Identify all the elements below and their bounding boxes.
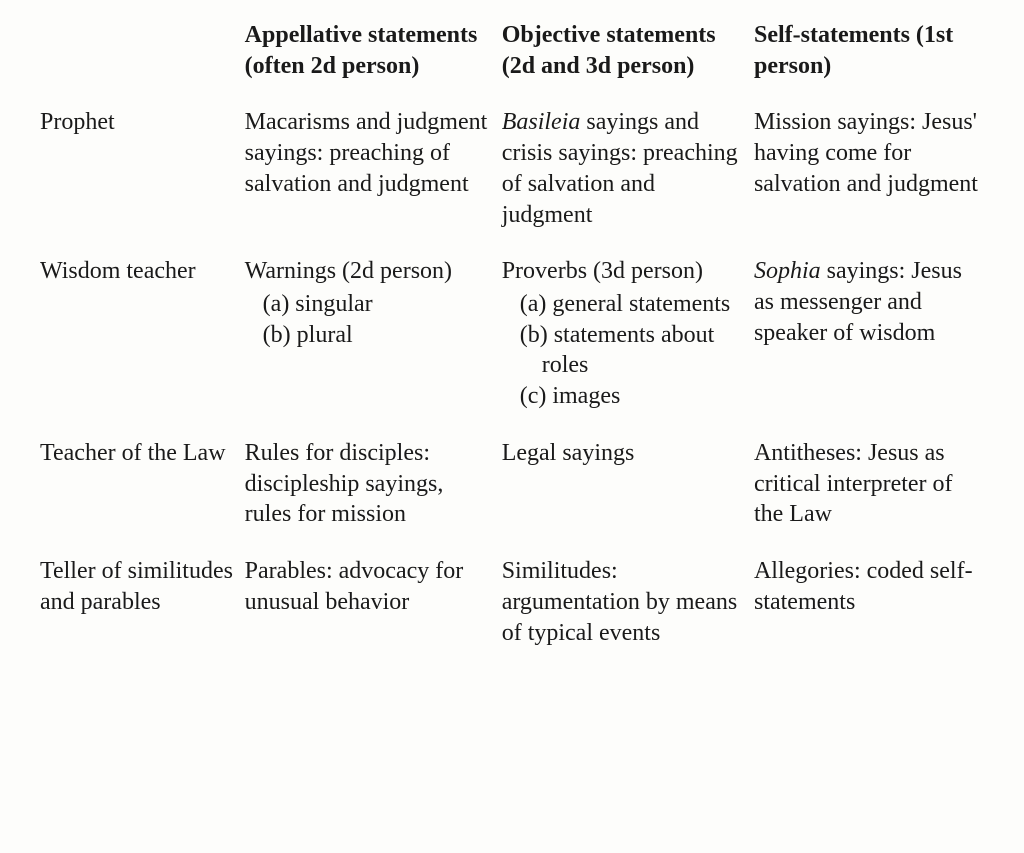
table-row: Wisdom teacher Warnings (2d person) (a) … (40, 256, 992, 438)
list-item: (b) statements about roles (520, 320, 742, 381)
cell-wisdom-self: Sophia sayings: Jesus as messenger and s… (754, 256, 992, 438)
row-label-prophet: Prophet (40, 107, 245, 256)
wisdom-appellative-head: Warnings (2d person) (245, 256, 490, 287)
cell-law-self: Antitheses: Jesus as critical inter­pret… (754, 438, 992, 556)
cell-wisdom-objective: Proverbs (3d person) (a) general stateme… (502, 256, 754, 438)
statements-table: Appellative statements (often 2d person)… (40, 20, 992, 674)
wisdom-appellative-list: (a) singular (b) plural (263, 289, 490, 350)
wisdom-objective-head: Proverbs (3d person) (502, 256, 742, 287)
list-item: (a) general statements (520, 289, 742, 320)
row-label-law: Teacher of the Law (40, 438, 245, 556)
list-item: (c) images (520, 381, 742, 412)
list-item: (b) plural (263, 320, 490, 351)
cell-law-appellative: Rules for disciples: discipleship say­in… (245, 438, 502, 556)
table-header-row: Appellative statements (often 2d person)… (40, 20, 992, 107)
header-objective: Objective statements (2d and 3d person) (502, 20, 754, 107)
cell-teller-appellative: Parables: advo­cacy for unusual behavior (245, 556, 502, 674)
header-self: Self-statements (1st person) (754, 20, 992, 107)
cell-wisdom-appellative: Warnings (2d person) (a) singular (b) pl… (245, 256, 502, 438)
cell-teller-objective: Similitudes: argumentation by means of t… (502, 556, 754, 674)
cell-prophet-objective: Basileia sayings and crisis sayings: pre… (502, 107, 754, 256)
table-row: Prophet Macarisms and judgment sayings: … (40, 107, 992, 256)
list-item: (a) singular (263, 289, 490, 320)
table-row: Teacher of the Law Rules for disciples: … (40, 438, 992, 556)
basileia-italic: Basileia (502, 109, 581, 135)
cell-teller-self: Allegories: coded self-statements (754, 556, 992, 674)
cell-prophet-self: Mission sayings: Jesus' having come for … (754, 107, 992, 256)
cell-prophet-appellative: Macarisms and judgment sayings: preachin… (245, 107, 502, 256)
row-label-teller: Teller of simili­tudes and parables (40, 556, 245, 674)
row-label-wisdom: Wisdom teacher (40, 256, 245, 438)
header-appellative: Appellative statements (often 2d person) (245, 20, 502, 107)
header-blank (40, 20, 245, 107)
sophia-italic: Sophia (754, 258, 821, 284)
wisdom-objective-list: (a) general statements (b) statements ab… (520, 289, 742, 412)
table-row: Teller of simili­tudes and parables Para… (40, 556, 992, 674)
cell-law-objective: Legal sayings (502, 438, 754, 556)
